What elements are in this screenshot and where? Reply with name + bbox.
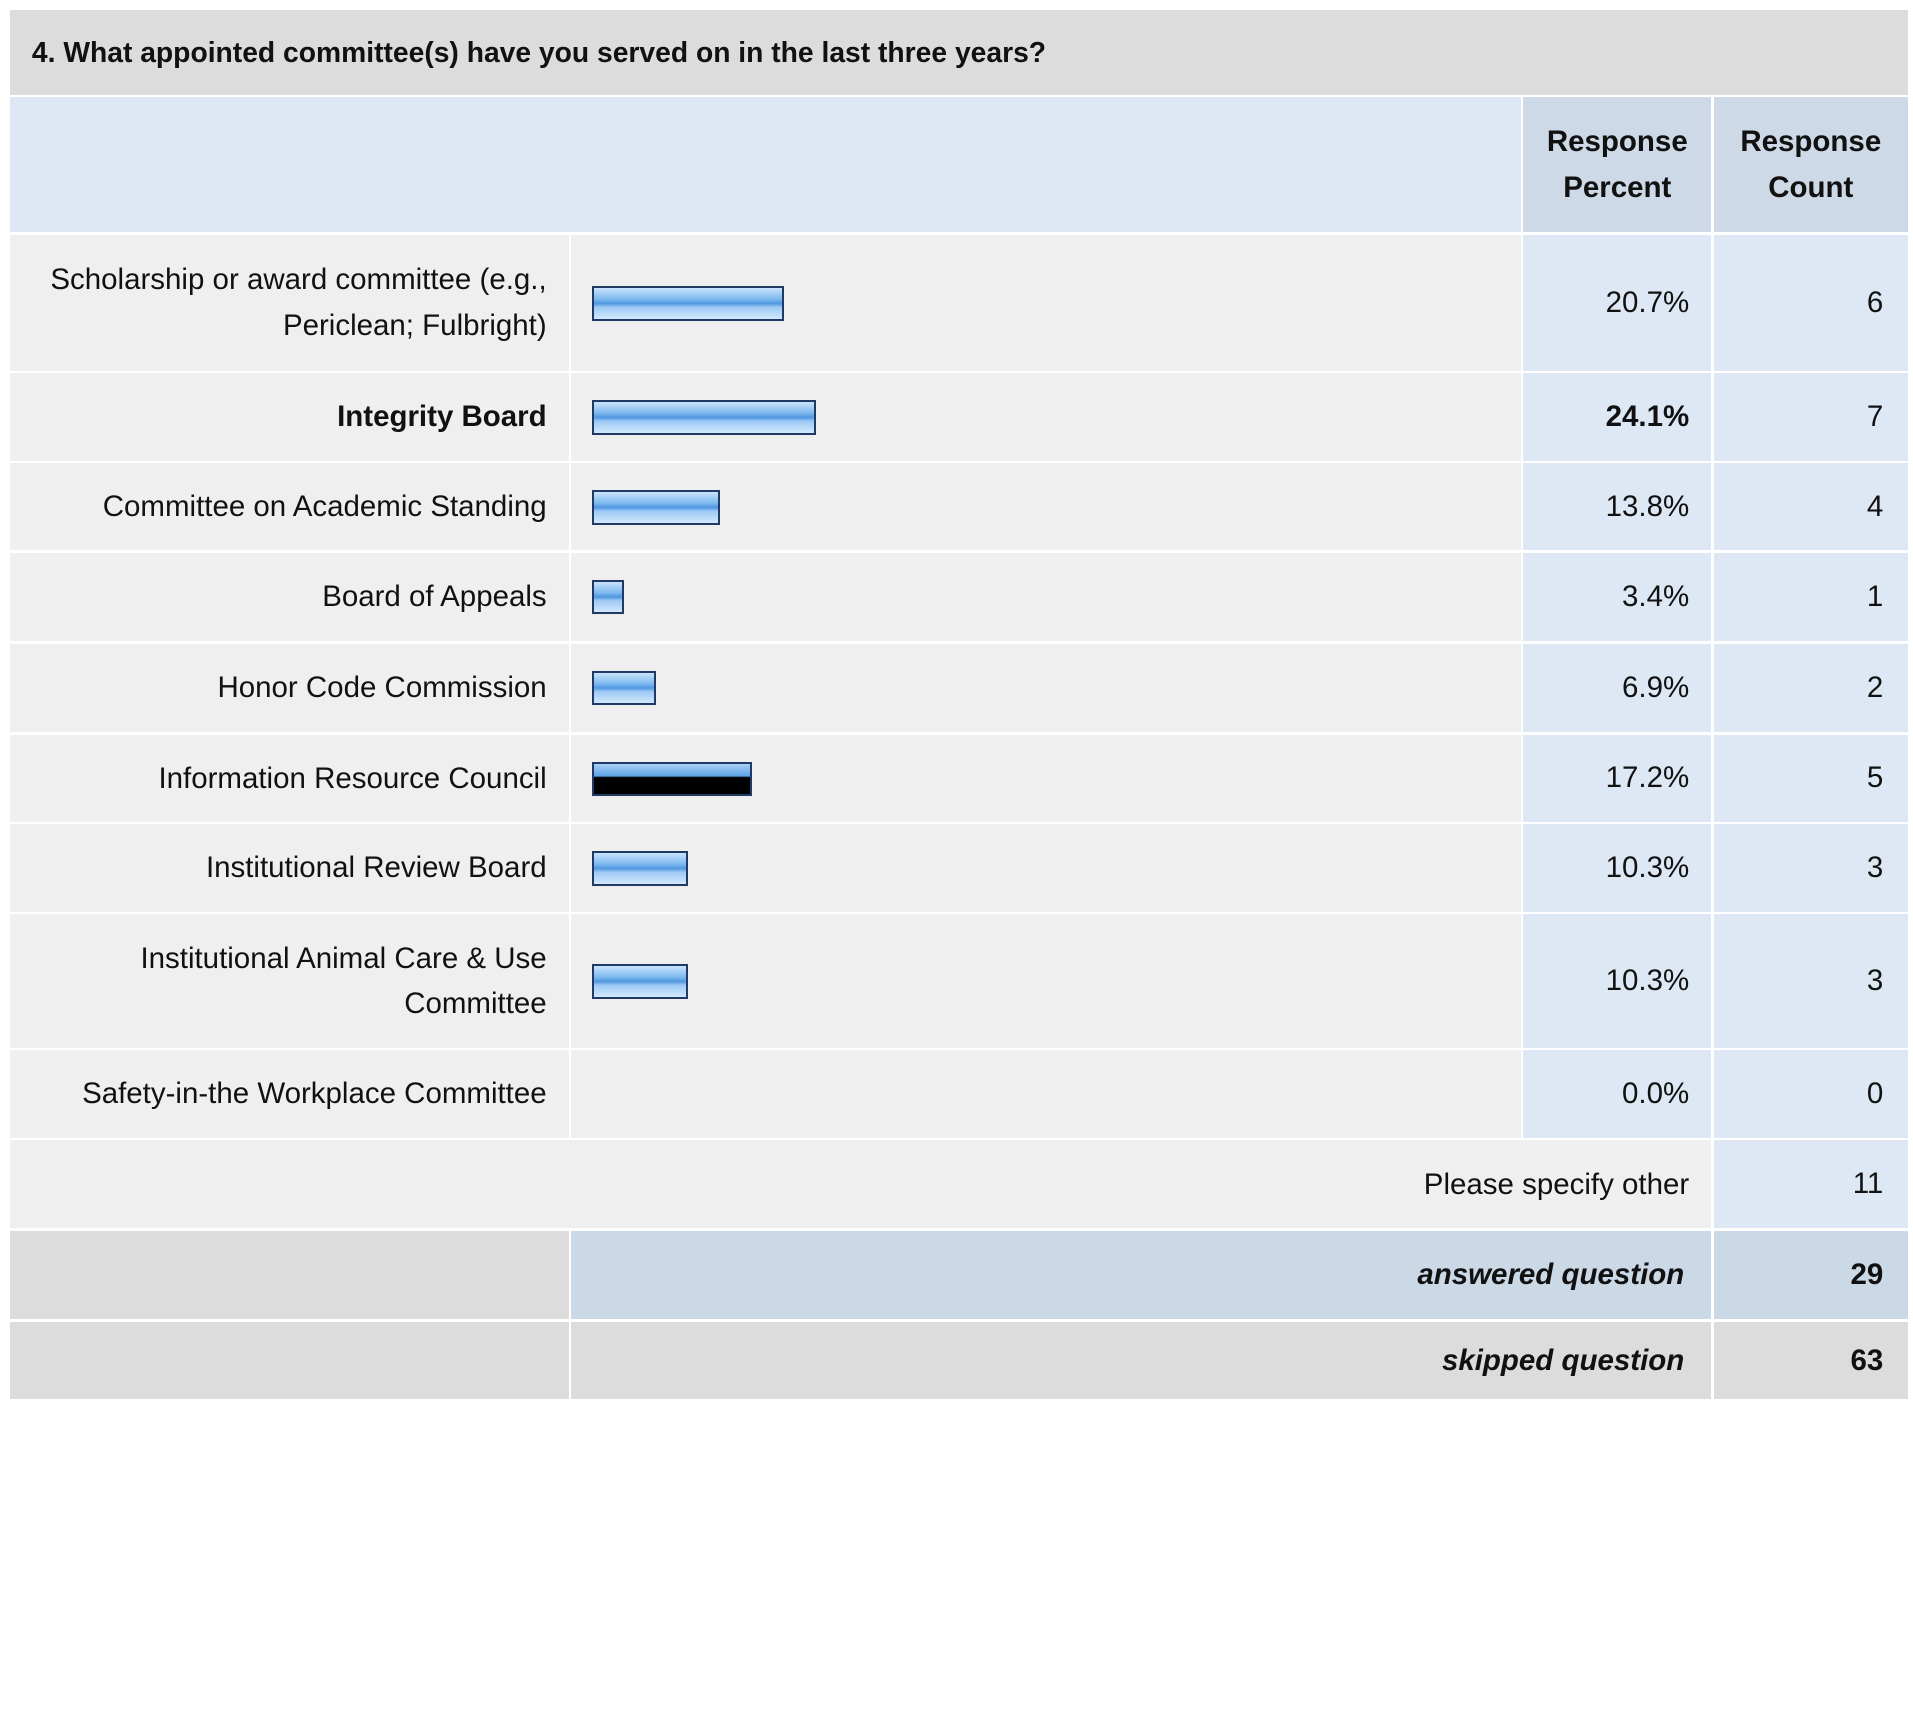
other-count: 11 [1713, 1140, 1908, 1229]
count-label: 1 [1713, 552, 1908, 642]
bar [592, 851, 688, 886]
category-label: Honor Code Commission [9, 643, 569, 733]
category-label: Institutional Animal Care & Use Committe… [9, 914, 569, 1048]
skipped-count: 63 [1713, 1321, 1908, 1400]
count-label: 4 [1713, 463, 1908, 551]
count-label: 6 [1713, 234, 1908, 371]
category-label: Safety-in-the Workplace Committee [9, 1050, 569, 1138]
percent-label: 17.2% [1523, 734, 1712, 822]
category-label: Scholarship or award committee (e.g., Pe… [9, 234, 569, 371]
percent-label: 0.0% [1523, 1050, 1712, 1138]
answered-count: 29 [1713, 1230, 1908, 1320]
header-spacer [9, 97, 1521, 233]
question-title: 4. What appointed committee(s) have you … [9, 9, 1908, 96]
bar-cell [571, 914, 1521, 1048]
count-label: 7 [1713, 373, 1908, 461]
bar [592, 286, 784, 321]
answered-label: answered question [571, 1230, 1712, 1320]
category-label: Committee on Academic Standing [9, 463, 569, 551]
percent-label: 13.8% [1523, 463, 1712, 551]
percent-label: 10.3% [1523, 824, 1712, 912]
header-response-percent: Response Percent [1523, 97, 1712, 233]
bar [592, 490, 720, 525]
category-label: Integrity Board [9, 373, 569, 461]
skipped-label: skipped question [571, 1321, 1712, 1400]
bar-cell [571, 824, 1521, 912]
bar [592, 400, 816, 435]
category-label: Information Resource Council [9, 734, 569, 822]
percent-label: 3.4% [1523, 552, 1712, 642]
percent-label: 6.9% [1523, 643, 1712, 733]
count-label: 3 [1713, 914, 1908, 1048]
bar-cell [571, 643, 1521, 733]
count-label: 3 [1713, 824, 1908, 912]
bar-cell [571, 463, 1521, 551]
count-label: 0 [1713, 1050, 1908, 1138]
survey-question-panel: 4. What appointed committee(s) have you … [9, 9, 1908, 1400]
answered-spacer [9, 1230, 569, 1320]
percent-label: 20.7% [1523, 234, 1712, 371]
other-label: Please specify other [9, 1140, 1712, 1229]
percent-label: 24.1% [1523, 373, 1712, 461]
count-label: 5 [1713, 734, 1908, 822]
bar [592, 670, 656, 706]
category-label: Institutional Review Board [9, 824, 569, 912]
skipped-spacer [9, 1321, 569, 1400]
bar [592, 761, 752, 797]
category-label: Board of Appeals [9, 552, 569, 642]
header-response-count: Response Count [1713, 97, 1908, 233]
bar [592, 964, 688, 999]
percent-label: 10.3% [1523, 914, 1712, 1048]
count-label: 2 [1713, 643, 1908, 733]
bar [592, 579, 625, 615]
bar-cell [571, 552, 1521, 642]
bar-cell [571, 1050, 1521, 1138]
